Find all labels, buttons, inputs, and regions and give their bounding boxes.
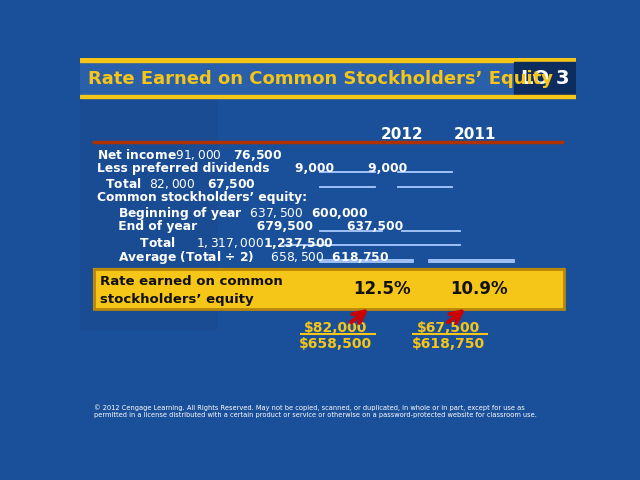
- Bar: [94, 269, 564, 309]
- Bar: [80, 95, 576, 98]
- Text: Average (Total ÷ 2)    $  658,500 $  618,750: Average (Total ÷ 2) $ 658,500 $ 618,750: [97, 249, 389, 266]
- Text: $618,750: $618,750: [412, 337, 484, 351]
- Text: 2012: 2012: [380, 127, 423, 142]
- Bar: [94, 269, 564, 309]
- Text: $67,500: $67,500: [417, 321, 480, 335]
- Text: LO 3: LO 3: [521, 69, 569, 88]
- Text: Net income$   91,000 $   76,500: Net income$ 91,000 $ 76,500: [97, 147, 282, 163]
- Text: Rate earned on common
stockholders’ equity: Rate earned on common stockholders’ equi…: [100, 275, 283, 306]
- Text: Less preferred dividends      9,000        9,000: Less preferred dividends 9,000 9,000: [97, 162, 407, 175]
- Text: 10.9%: 10.9%: [451, 279, 508, 298]
- Text: 12.5%: 12.5%: [353, 279, 411, 298]
- Bar: [514, 62, 576, 95]
- Text: Total     $1,317,000 $1,237,500: Total $1,317,000 $1,237,500: [97, 235, 333, 251]
- Text: $658,500: $658,500: [299, 337, 372, 351]
- Text: Rate Earned on Common Stockholders’ Equity: Rate Earned on Common Stockholders’ Equi…: [88, 70, 553, 88]
- Text: End of year              679,500        637,500: End of year 679,500 637,500: [97, 220, 403, 233]
- Text: Total  $   82,000 $   67,500: Total $ 82,000 $ 67,500: [97, 176, 256, 192]
- Bar: [80, 98, 216, 329]
- Text: Beginning of year  $  637,500 $  600,000: Beginning of year $ 637,500 $ 600,000: [97, 205, 369, 222]
- Text: 2011: 2011: [454, 127, 497, 142]
- Text: Common stockholders’ equity:: Common stockholders’ equity:: [97, 191, 307, 204]
- Text: $82,000: $82,000: [304, 321, 367, 335]
- Text: © 2012 Cengage Learning. All Rights Reserved. May not be copied, scanned, or dup: © 2012 Cengage Learning. All Rights Rese…: [94, 404, 537, 418]
- Bar: [80, 62, 576, 95]
- Bar: [80, 58, 576, 62]
